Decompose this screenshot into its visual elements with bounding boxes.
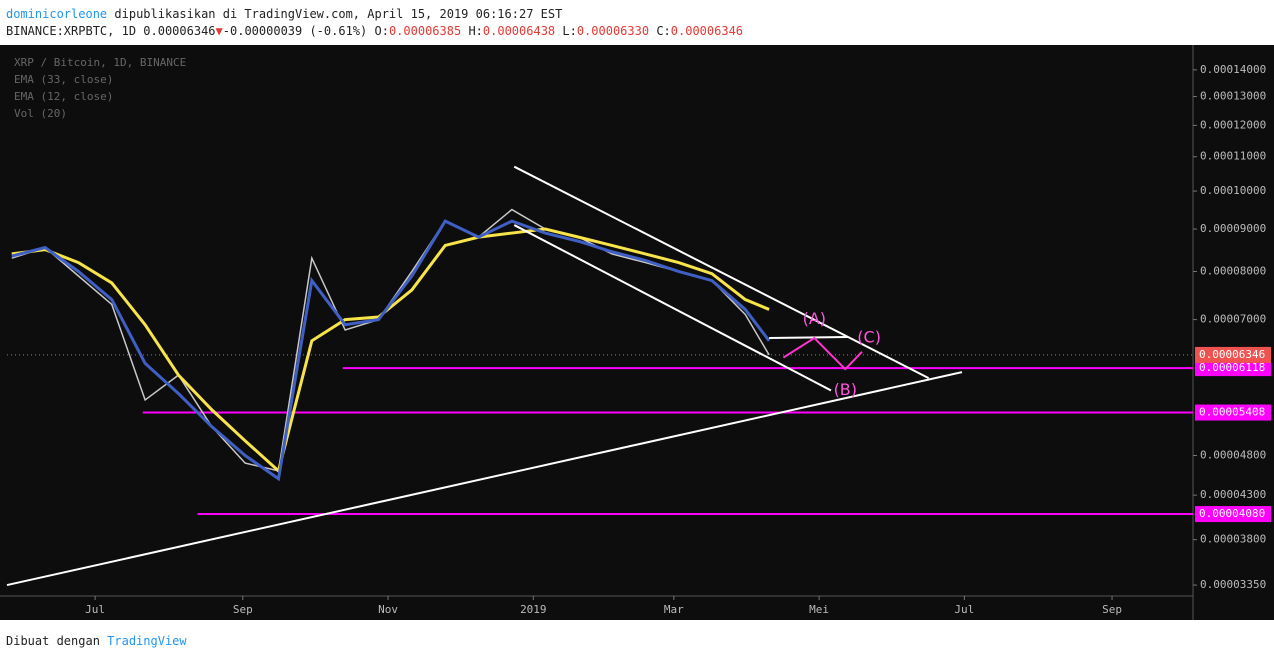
y-tick-label: 0.00007000 — [1200, 313, 1266, 326]
wave-label: (A) — [803, 309, 826, 328]
x-tick-label: Sep — [233, 603, 253, 616]
y-tick-label: 0.00004300 — [1200, 488, 1266, 501]
y-tick-label: 0.00013000 — [1200, 90, 1266, 103]
x-tick-label: Nov — [378, 603, 398, 616]
arrow: ▼ — [215, 24, 223, 38]
y-tick-label: 0.00014000 — [1200, 63, 1266, 76]
ohlc: 0.00006385 — [388, 24, 462, 38]
ohlc-label: O: — [374, 24, 389, 38]
y-tick-label: 0.00011000 — [1200, 150, 1266, 163]
ohlc: 0.00006438 — [482, 24, 556, 38]
series-line — [11, 219, 771, 482]
ohlc: 0.00006330 — [576, 24, 650, 38]
legend-text: EMA (33, close) — [14, 73, 113, 86]
wave-label: (C) — [857, 328, 881, 347]
y-tick-label: 0.00010000 — [1200, 184, 1266, 197]
ohlc-label: C: — [656, 24, 671, 38]
legend-text: EMA (12, close) — [14, 90, 113, 103]
price-label: 0.00006118 — [1199, 361, 1265, 374]
x-tick-label: Sep — [1102, 603, 1122, 616]
price-label: 0.00004080 — [1199, 507, 1265, 520]
x-tick-label: Mei — [809, 603, 829, 616]
author[interactable]: dominicorleone — [6, 7, 108, 21]
wave-label: (B) — [834, 380, 857, 399]
trendline — [769, 335, 848, 340]
ohlc: 0.00006346 — [670, 24, 744, 38]
y-tick-label: 0.00004800 — [1200, 449, 1266, 462]
footer: Dibuat dengan TradingView — [6, 634, 187, 648]
legend-text: XRP / Bitcoin, 1D, BINANCE — [14, 56, 186, 69]
y-tick-label: 0.00008000 — [1200, 264, 1266, 277]
x-tick-label: Jul — [85, 603, 105, 616]
header: dominicorleone dipublikasikan di Trading… — [6, 6, 743, 40]
legend-text: Vol (20) — [14, 107, 67, 120]
ohlc-label: L: — [562, 24, 577, 38]
x-tick-label: Jul — [954, 603, 974, 616]
ohlc-label: H: — [468, 24, 483, 38]
trendline — [513, 224, 832, 392]
trendline — [6, 371, 963, 587]
published: dipublikasikan di TradingView.com, April… — [114, 7, 563, 21]
price-label-box — [1195, 506, 1271, 523]
y-tick-label: 0.00003800 — [1200, 533, 1266, 546]
brand[interactable]: TradingView — [107, 634, 187, 648]
change: -0.00000039 (-0.61%) — [222, 24, 368, 38]
last: 0.00006346 — [143, 24, 216, 38]
x-tick-label: 2019 — [520, 603, 547, 616]
trendline — [513, 165, 930, 380]
y-tick-label: 0.00003350 — [1200, 578, 1266, 591]
trendline — [782, 336, 863, 371]
header-line: BINANCE:XRPBTC, 1D 0.00006346▼-0.0000003… — [6, 23, 743, 40]
price-label: 0.00006346 — [1199, 348, 1265, 361]
y-tick-label: 0.00012000 — [1200, 118, 1266, 131]
price-label-box — [1195, 404, 1271, 421]
price-label-box — [1195, 346, 1271, 363]
series-line — [11, 227, 770, 474]
background — [0, 45, 1274, 620]
symbol: BINANCE:XRPBTC, 1D — [6, 24, 137, 38]
chart: 0.00014000 0.00013000 0.00012000 0.00011000… — [0, 45, 1274, 620]
footer-text: Dibuat dengan — [6, 634, 100, 648]
price-label: 0.00005408 — [1199, 406, 1265, 419]
x-tick-label: Mar — [664, 603, 684, 616]
price-label-box — [1195, 360, 1271, 377]
header-line: dominicorleone dipublikasikan di Trading… — [6, 6, 743, 23]
y-tick-label: 0.00009000 — [1200, 222, 1266, 235]
